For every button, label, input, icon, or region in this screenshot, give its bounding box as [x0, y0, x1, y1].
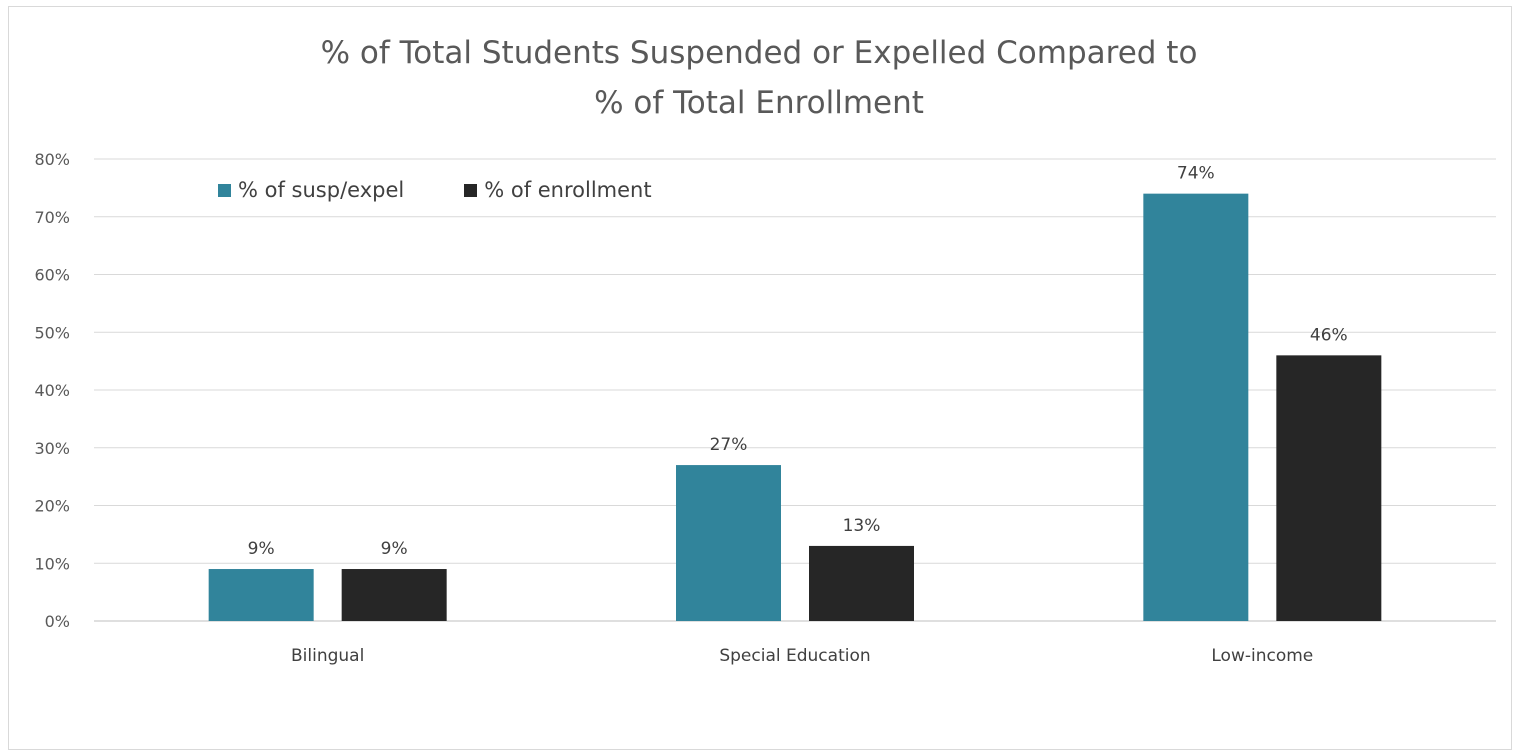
y-tick-label: 10%	[34, 554, 70, 573]
legend-label-susp-expel: % of susp/expel	[238, 178, 405, 202]
chart-title-line-1: % of Total Students Suspended or Expelle…	[320, 35, 1198, 71]
legend-entry-susp-expel: % of susp/expel	[218, 178, 404, 202]
y-tick-label: 80%	[34, 150, 70, 169]
data-label: 46%	[1310, 325, 1348, 345]
bar-enrollment	[341, 569, 447, 621]
y-tick-label: 40%	[34, 381, 70, 400]
legend: % of susp/expel % of enrollment	[218, 178, 712, 202]
chart-frame	[8, 6, 1512, 750]
legend-label-enrollment: % of enrollment	[484, 178, 652, 202]
y-tick-label: 50%	[34, 323, 70, 342]
legend-swatch-enrollment	[464, 183, 478, 197]
x-category-label: Special Education	[719, 646, 870, 666]
x-category-label: Bilingual	[291, 646, 364, 666]
bar-enrollment	[809, 545, 914, 621]
bar-susp-expel	[1143, 193, 1249, 621]
y-tick-label: 0%	[45, 612, 70, 631]
x-category-label: Low-income	[1211, 646, 1313, 666]
bar-susp-expel	[208, 569, 314, 621]
data-label: 74%	[1177, 164, 1215, 184]
data-label: 13%	[843, 516, 881, 536]
data-label: 27%	[710, 435, 748, 455]
y-tick-label: 20%	[34, 497, 70, 516]
y-tick-label: 60%	[34, 266, 70, 285]
legend-entry-enrollment: % of enrollment	[464, 178, 652, 202]
data-label: 9%	[381, 539, 408, 559]
data-label: 9%	[248, 539, 275, 559]
y-tick-label: 30%	[34, 439, 70, 458]
y-tick-label: 70%	[34, 208, 70, 227]
bar-susp-expel	[676, 465, 781, 621]
legend-swatch-susp-expel	[218, 183, 231, 197]
bar-enrollment	[1276, 355, 1382, 621]
chart-title-line-2: % of Total Enrollment	[594, 85, 924, 121]
chart-title: % of Total Students Suspended or Expelle…	[0, 28, 1518, 128]
